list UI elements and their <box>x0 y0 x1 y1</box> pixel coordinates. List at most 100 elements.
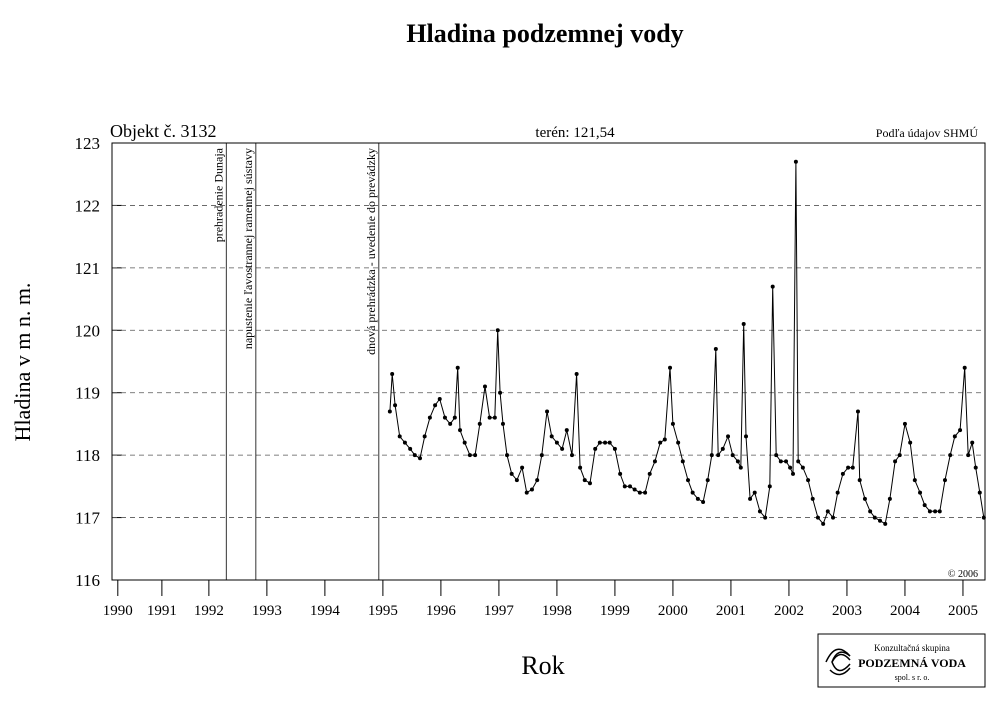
data-point <box>774 453 779 458</box>
data-point <box>825 509 830 514</box>
data-point <box>473 453 478 458</box>
y-tick-label: 122 <box>75 196 101 215</box>
data-point <box>455 365 460 370</box>
data-point <box>883 521 888 526</box>
data-point <box>593 446 598 451</box>
data-point <box>806 478 811 483</box>
data-point <box>668 365 673 370</box>
data-point <box>741 322 746 327</box>
y-tick-label: 123 <box>75 134 101 153</box>
data-point <box>509 471 514 476</box>
data-point <box>524 490 529 495</box>
data-point <box>433 403 438 408</box>
x-tick-label: 1996 <box>426 603 457 619</box>
data-point <box>720 446 725 451</box>
data-point <box>529 487 534 492</box>
data-point <box>402 440 407 445</box>
data-point <box>778 459 783 464</box>
data-point <box>462 440 467 445</box>
data-point <box>622 484 627 489</box>
x-tick-label: 1997 <box>484 603 515 619</box>
x-tick-label: 1995 <box>368 603 398 619</box>
chart-title: Hladina podzemnej vody <box>406 19 683 48</box>
data-point <box>393 403 398 408</box>
x-tick-label: 2005 <box>948 603 978 619</box>
y-tick-label: 118 <box>75 446 100 465</box>
logo: Konzultačná skupina PODZEMNÁ VODA spol. … <box>817 633 986 688</box>
data-point <box>770 284 775 289</box>
data-point <box>927 509 932 514</box>
x-tick-label: 1991 <box>147 603 177 619</box>
data-point <box>535 478 540 483</box>
data-point <box>603 440 608 445</box>
data-point <box>912 478 917 483</box>
data-point <box>887 496 892 501</box>
data-point <box>735 459 740 464</box>
logo-line: PODZEMNÁ VODA <box>858 656 966 670</box>
data-point <box>793 159 798 164</box>
data-point <box>977 490 982 495</box>
data-point <box>670 421 675 426</box>
logo-icon <box>825 648 851 676</box>
data-point <box>937 509 942 514</box>
x-axis-label: Rok <box>521 651 564 680</box>
data-point <box>387 409 392 414</box>
data-point <box>868 509 873 514</box>
data-point <box>676 440 681 445</box>
data-point <box>763 515 768 520</box>
data-point <box>970 440 975 445</box>
data-point <box>564 428 569 433</box>
data-point <box>467 453 472 458</box>
data-point <box>835 490 840 495</box>
data-point <box>821 521 826 526</box>
data-point <box>933 509 938 514</box>
data-point <box>574 371 579 376</box>
data-point <box>514 478 519 483</box>
y-tick-label: 119 <box>75 384 100 403</box>
data-point <box>897 453 902 458</box>
logo-line: spol. s r. o. <box>895 673 930 682</box>
data-point <box>560 446 565 451</box>
data-point <box>695 496 700 501</box>
data-point <box>862 496 867 501</box>
data-point <box>492 415 497 420</box>
copyright: © 2006 <box>948 569 978 580</box>
data-point <box>487 415 492 420</box>
data-point <box>800 465 805 470</box>
data-point <box>784 459 789 464</box>
data-point <box>422 434 427 439</box>
data-point <box>545 409 550 414</box>
x-tick-label: 2002 <box>774 603 804 619</box>
y-axis-label: Hladina v m n. m. <box>10 283 35 442</box>
data-point <box>748 496 753 501</box>
x-tick-label: 1999 <box>600 603 630 619</box>
data-point <box>498 390 503 395</box>
data-point <box>966 453 971 458</box>
data-point <box>840 471 845 476</box>
data-point <box>597 440 602 445</box>
data-point <box>701 499 706 504</box>
data-point <box>612 446 617 451</box>
x-tick-label: 1994 <box>310 603 341 619</box>
logo-line: Konzultačná skupina <box>874 643 950 653</box>
data-point <box>390 371 395 376</box>
data-point <box>942 478 947 483</box>
data-point <box>686 478 691 483</box>
data-point <box>647 471 652 476</box>
data-point <box>831 515 836 520</box>
object-label: Objekt č. 3132 <box>110 121 216 141</box>
data-point <box>790 471 795 476</box>
data-point <box>726 434 731 439</box>
y-tick-label: 121 <box>75 259 101 278</box>
data-point <box>713 347 718 352</box>
data-point <box>958 428 963 433</box>
terrain-label: terén: 121,54 <box>535 125 615 141</box>
data-point <box>643 490 648 495</box>
data-point <box>477 421 482 426</box>
data-point <box>578 465 583 470</box>
x-tick-label: 2001 <box>716 603 746 619</box>
x-tick-label: 1992 <box>194 603 224 619</box>
data-point <box>627 484 632 489</box>
data-point <box>730 453 735 458</box>
